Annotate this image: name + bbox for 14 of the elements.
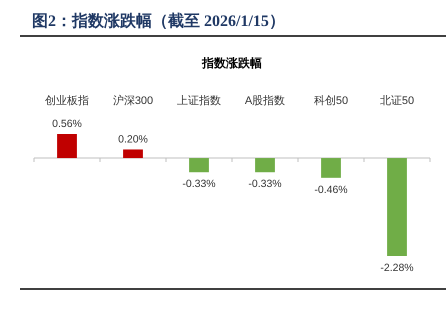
data-label: -0.33% — [248, 178, 282, 190]
x-tick-label: 北证50 — [380, 94, 414, 107]
data-label: 0.56% — [52, 118, 82, 130]
chart-title: 图2：指数涨跌幅（截至 2026/1/15） — [32, 12, 285, 30]
data-label: -0.46% — [314, 184, 348, 196]
data-label: -2.28% — [380, 262, 414, 274]
x-tick-label: 科创50 — [314, 95, 348, 107]
data-label: -0.33% — [182, 178, 216, 190]
x-tick-label: A股指数 — [244, 95, 286, 107]
x-tick-label: 创业板指 — [45, 94, 89, 107]
x-tick-label: 上证指数 — [177, 94, 221, 107]
data-label: 0.20% — [118, 133, 148, 146]
chart-subtitle: 指数涨跌幅 — [201, 56, 262, 70]
x-tick-label: 沪深300 — [112, 94, 154, 107]
